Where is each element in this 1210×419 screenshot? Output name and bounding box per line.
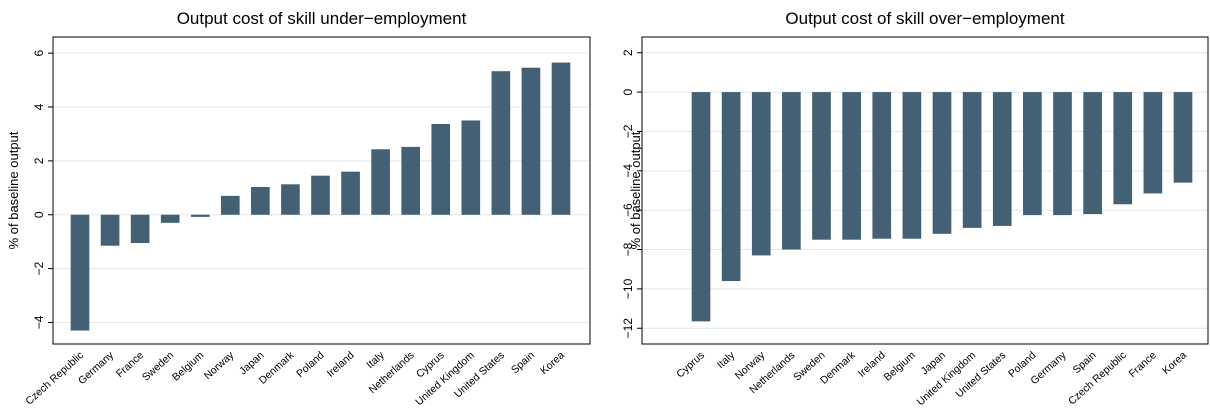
bar [1023,92,1042,216]
x-tick-label: Poland [294,349,326,380]
bar [401,146,421,215]
bar [431,123,451,215]
y-tick-label: −2 [32,261,46,275]
bar [341,171,360,215]
y-tick-label: −6 [621,203,635,217]
bar [521,67,541,215]
bar [220,195,240,215]
x-tick-label: Belgium [882,349,918,383]
plot-frame [52,36,591,345]
bar [782,92,801,250]
bar [130,214,150,244]
y-tick-label: −2 [621,124,635,138]
bar [491,71,511,215]
y-tick-label: −12 [621,318,635,339]
bar [872,92,892,239]
bar [70,214,90,331]
bar [1053,92,1072,216]
bar [311,175,330,215]
y-tick-label: −4 [621,164,635,178]
bar [281,184,300,215]
x-tick-label: Italy [715,349,738,371]
y-axis-label: % of baseline output [628,131,643,249]
chart-title: Output cost of skill under−employment [177,9,467,28]
plot-frame [641,36,1209,345]
bar [992,92,1012,226]
y-tick-label: 0 [621,88,635,95]
bar [190,214,210,217]
x-tick-label: Ireland [325,349,357,380]
x-tick-label: Sweden [140,349,176,383]
bar [551,62,571,215]
bar [1113,92,1133,205]
bar [100,214,120,246]
bar [751,92,771,256]
x-tick-label: Belgium [170,349,206,383]
under-employment-chart: Output cost of skill under−employment −4 −… [0,0,605,414]
bar [1173,92,1193,183]
y-tick-label: −10 [621,278,635,299]
bar [932,92,952,234]
bar [160,214,180,223]
x-tick-label: Korea [538,349,567,377]
over-employment-chart-svg: Output cost of skill over−employment −12 −… [621,9,1209,408]
bar [461,120,481,215]
x-tick-label: Italy [364,349,387,371]
x-tick-label: Spain [509,349,537,376]
chart-title: Output cost of skill over−employment [785,9,1064,28]
x-tick-label: France [1127,349,1159,380]
y-tick-label: 2 [621,49,635,56]
bar [1083,92,1102,215]
y-tick-label: 6 [32,50,46,57]
bar [691,92,711,322]
y-tick-label: 2 [32,157,46,164]
bar [251,186,270,215]
y-tick-label: −8 [621,242,635,256]
y-tick-label: −4 [32,315,46,329]
over-employment-chart: Output cost of skill over−employment −12 −… [605,0,1210,414]
x-tick-label: Norway [202,349,237,382]
y-tick-label: 0 [32,211,46,218]
x-tick-label: Cyprus [674,349,707,380]
bar [962,92,982,228]
bar [812,92,831,240]
under-employment-chart-svg: Output cost of skill under−employment −4 −… [6,9,591,408]
bar [721,92,741,282]
bar [371,149,390,215]
bar [1143,92,1163,194]
bar [842,92,861,240]
bar [902,92,922,239]
x-tick-label: Korea [1160,349,1189,377]
y-axis-label: % of baseline output [6,131,21,249]
y-tick-label: 4 [32,103,46,110]
